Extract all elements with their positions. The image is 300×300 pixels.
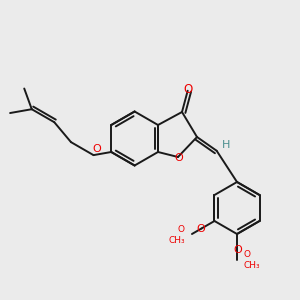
- Text: O
CH₃: O CH₃: [244, 250, 261, 270]
- Text: O: O: [183, 83, 192, 96]
- Text: O: O: [92, 144, 101, 154]
- Text: H: H: [221, 140, 230, 150]
- Text: O: O: [175, 153, 183, 163]
- Text: O: O: [196, 224, 205, 235]
- Text: O: O: [234, 245, 242, 255]
- Text: O
CH₃: O CH₃: [168, 225, 185, 245]
